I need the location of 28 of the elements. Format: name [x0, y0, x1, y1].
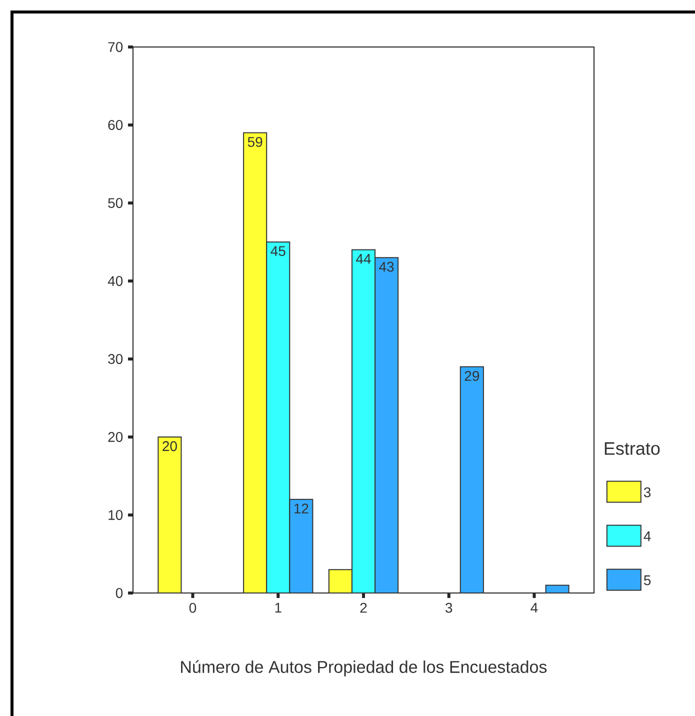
y-tick-label: 30 — [108, 354, 123, 364]
data-label: 12 — [294, 504, 308, 514]
x-tick-label: 4 — [530, 602, 538, 612]
legend-title: Estrato — [604, 442, 660, 455]
y-tick-label: 40 — [108, 276, 123, 286]
y-tick-label: 20 — [108, 432, 123, 442]
data-label: 43 — [379, 262, 394, 272]
bar — [545, 584, 570, 594]
y-tick-label: 50 — [108, 198, 123, 208]
data-label: 20 — [162, 441, 177, 452]
data-label: 45 — [270, 246, 286, 256]
x-tick-label: 0 — [189, 602, 196, 613]
x-tick-label: 3 — [446, 602, 452, 613]
legend-label: 3 — [644, 487, 651, 498]
data-label: 44 — [356, 254, 371, 264]
legend-label: 4 — [644, 531, 651, 542]
x-tick-label: 1 — [275, 602, 282, 612]
x-tick-label: 2 — [360, 602, 367, 613]
y-tick-label: 70 — [108, 42, 123, 52]
bar — [158, 436, 182, 594]
x-axis-title: Número de Autos Propiedad de los Encuestados — [181, 660, 547, 676]
data-label: 59 — [248, 136, 262, 147]
bar — [460, 366, 484, 594]
y-tick-label: 60 — [108, 120, 123, 130]
legend-label: 5 — [644, 575, 651, 586]
data-label: 29 — [464, 370, 480, 381]
y-tick-label: 10 — [108, 510, 123, 520]
y-tick-label: 0 — [116, 588, 123, 598]
